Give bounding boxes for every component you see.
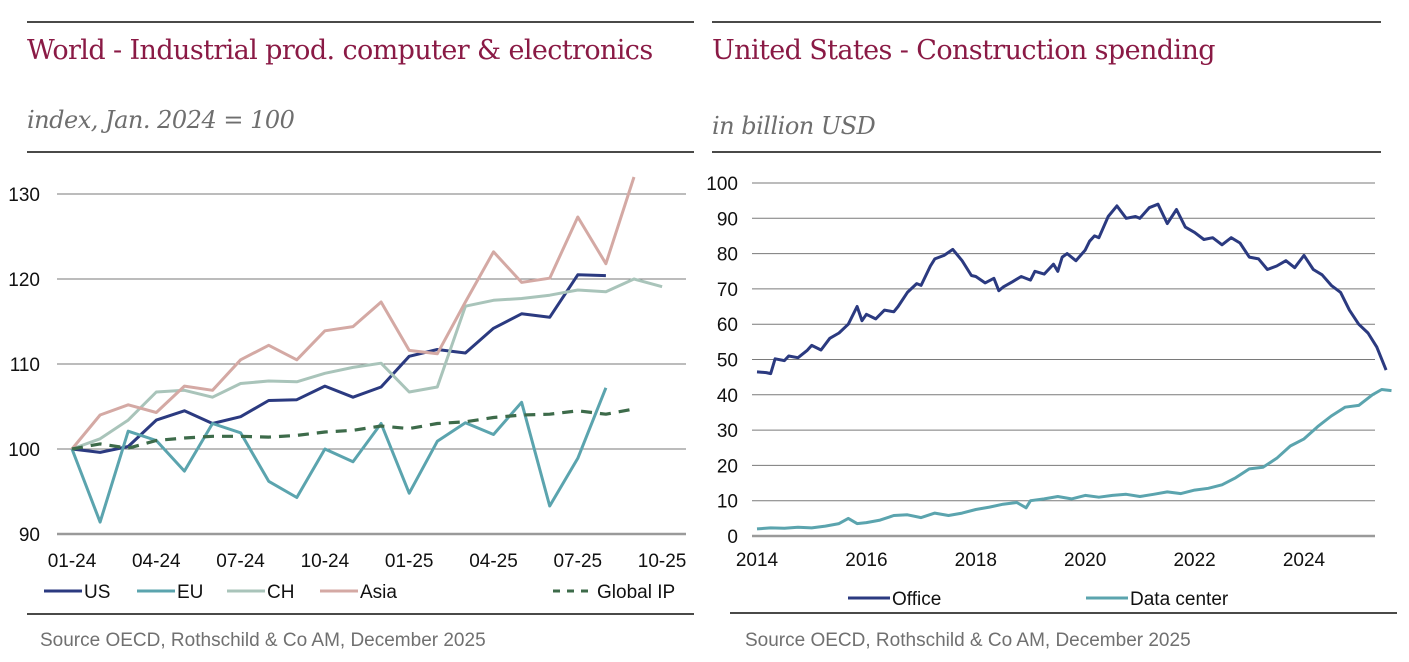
x-tick-label: 07-25: [553, 551, 602, 572]
series-line-asia: [70, 176, 636, 450]
right-header-rule: [712, 151, 1381, 153]
legend-label-asia: Asia: [360, 582, 397, 603]
right-source-note: Source OECD, Rothschild & Co AM, Decembe…: [745, 630, 1191, 651]
y-tick-label: 70: [717, 280, 738, 301]
left-chart-title: World - Industrial prod. computer & elec…: [27, 35, 653, 66]
series-line-eu: [70, 387, 608, 524]
right-chart-title: United States - Construction spending: [712, 35, 1216, 66]
x-tick-label: 2022: [1173, 550, 1215, 571]
x-tick-label: 04-25: [469, 551, 518, 572]
series-line-us: [71, 273, 606, 454]
left-chart-subtitle: index, Jan. 2024 = 100: [27, 106, 295, 134]
x-tick-label: 2016: [845, 550, 887, 571]
y-tick-label: 60: [717, 315, 738, 336]
left-bottom-rule: [27, 613, 694, 615]
x-tick-label: 2014: [736, 550, 779, 571]
y-tick-label: 80: [717, 245, 738, 266]
legend-label-office: Office: [892, 589, 941, 610]
y-tick-label: 90: [19, 525, 40, 546]
y-tick-label: 30: [717, 421, 738, 442]
y-tick-label: 10: [717, 492, 738, 513]
legend-label-eu: EU: [177, 582, 203, 603]
legend-label-us: US: [84, 582, 110, 603]
y-tick-label: 100: [8, 440, 40, 461]
y-tick-label: 50: [717, 351, 738, 372]
legend-label-global-ip: Global IP: [597, 582, 675, 603]
y-tick-label: 90: [717, 209, 738, 230]
legend-label-ch: CH: [267, 582, 294, 603]
x-tick-label: 2024: [1283, 550, 1326, 571]
series-line-ch: [71, 277, 663, 451]
y-tick-label: 40: [717, 386, 738, 407]
legend-label-data-center: Data center: [1130, 589, 1229, 610]
y-tick-label: 110: [10, 355, 40, 376]
right-top-rule: [712, 21, 1381, 23]
right-bottom-rule: [730, 612, 1397, 614]
y-tick-label: 130: [8, 185, 40, 206]
x-tick-label: 01-25: [385, 551, 434, 572]
x-tick-label: 10-24: [301, 551, 350, 572]
left-header-rule: [27, 151, 694, 153]
x-tick-label: 01-24: [48, 551, 97, 572]
x-tick-label: 2018: [955, 550, 997, 571]
right-line-chart: 0 10 20 30 40 50 60 70 80 90 100 2014 2016 2018 2020 20…: [706, 174, 1392, 610]
series-line-data-center: [756, 388, 1392, 531]
x-tick-label: 10-25: [638, 551, 687, 572]
x-tick-label: 07-24: [216, 551, 265, 572]
x-tick-label: 2020: [1064, 550, 1106, 571]
y-tick-label: 100: [706, 174, 738, 195]
y-tick-label: 20: [717, 456, 738, 477]
left-top-rule: [27, 21, 694, 23]
x-tick-label: 04-24: [132, 551, 181, 572]
series-line-office: [756, 202, 1388, 376]
left-line-chart: 90 100 110 120 130 01-24 04-24 07-24 10-24 01-25 0…: [8, 176, 687, 603]
left-source-note: Source OECD, Rothschild & Co AM, Decembe…: [40, 630, 486, 651]
y-tick-label: 120: [8, 270, 40, 291]
series-line-global-ip: [71, 407, 635, 451]
y-tick-label: 0: [727, 527, 738, 548]
right-chart-subtitle: in billion USD: [712, 112, 876, 140]
